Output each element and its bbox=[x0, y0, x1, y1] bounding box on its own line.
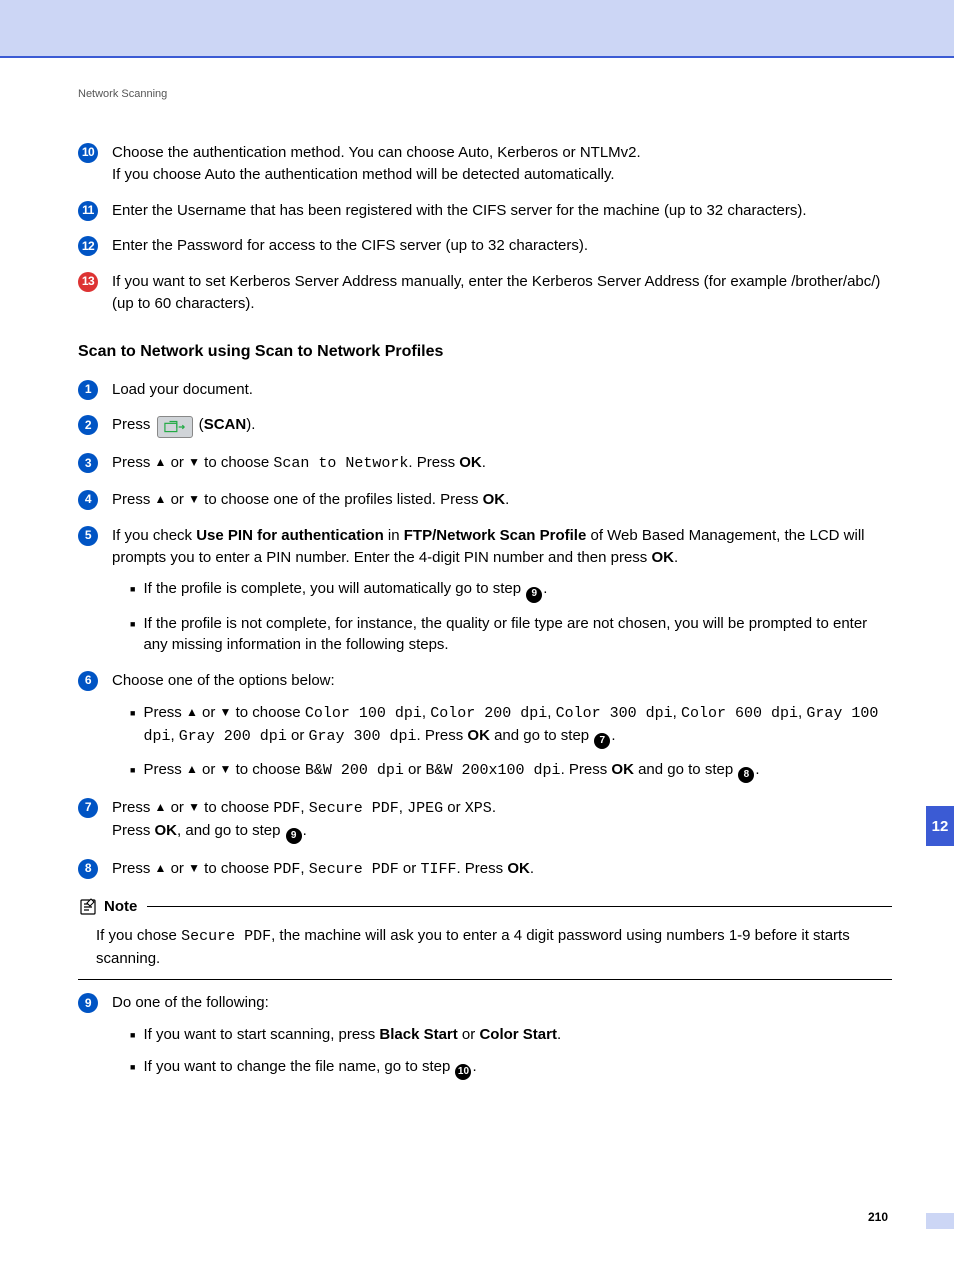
note-label: Note bbox=[104, 898, 137, 915]
step-body: Press (SCAN). bbox=[112, 414, 892, 438]
chapter-stub bbox=[926, 1213, 954, 1229]
note-body: If you chose Secure PDF, the machine wil… bbox=[96, 925, 892, 970]
step-6: 6 Choose one of the options below:Press … bbox=[78, 670, 892, 783]
step-9: 9 Do one of the following:If you want to… bbox=[78, 992, 892, 1080]
step-11: 11 Enter the Username that has been regi… bbox=[78, 200, 892, 222]
note-icon bbox=[78, 897, 98, 917]
step-body: Press ▲ or ▼ to choose PDF, Secure PDF, … bbox=[112, 797, 892, 844]
step-badge: 12 bbox=[78, 236, 98, 256]
step-badge: 4 bbox=[78, 490, 98, 510]
step-7: 7 Press ▲ or ▼ to choose PDF, Secure PDF… bbox=[78, 797, 892, 844]
step-body: Choose one of the options below:Press ▲ … bbox=[112, 670, 892, 783]
step-body: Enter the Username that has been registe… bbox=[112, 200, 892, 222]
main-steps: 1 Load your document. 2 Press (SCAN). 3 … bbox=[78, 379, 892, 881]
top-steps: 10 Choose the authentication method. You… bbox=[78, 142, 892, 315]
step-5: 5 If you check Use PIN for authenticatio… bbox=[78, 525, 892, 656]
step-1: 1 Load your document. bbox=[78, 379, 892, 401]
step-body: If you want to set Kerberos Server Addre… bbox=[112, 271, 892, 315]
bullet-item: Press ▲ or ▼ to choose Color 100 dpi, Co… bbox=[112, 702, 892, 749]
step-badge: 6 bbox=[78, 671, 98, 691]
bullet-item: Press ▲ or ▼ to choose B&W 200 dpi or B&… bbox=[112, 759, 892, 783]
step-badge: 2 bbox=[78, 415, 98, 435]
step-10: 10 Choose the authentication method. You… bbox=[78, 142, 892, 186]
step-body: If you check Use PIN for authentication … bbox=[112, 525, 892, 656]
step-badge: 13 bbox=[78, 272, 98, 292]
note-block: Note If you chose Secure PDF, the machin… bbox=[78, 897, 892, 981]
step-body: Enter the Password for access to the CIF… bbox=[112, 235, 892, 257]
section-heading: Scan to Network using Scan to Network Pr… bbox=[78, 343, 892, 361]
step-badge: 7 bbox=[78, 798, 98, 818]
bullet-item: If the profile is not complete, for inst… bbox=[112, 613, 892, 657]
header-bar bbox=[0, 0, 954, 58]
step-badge: 1 bbox=[78, 380, 98, 400]
step-body: Press ▲ or ▼ to choose PDF, Secure PDF o… bbox=[112, 858, 892, 881]
step-body: Press ▲ or ▼ to choose Scan to Network. … bbox=[112, 452, 892, 475]
page-content: 12 Network Scanning 10 Choose the authen… bbox=[0, 58, 954, 1264]
step-body: Press ▲ or ▼ to choose one of the profil… bbox=[112, 489, 892, 511]
bullet-item: If you want to change the file name, go … bbox=[112, 1056, 892, 1080]
step-9: 9 Do one of the following:If you want to… bbox=[78, 992, 892, 1080]
step-badge: 5 bbox=[78, 526, 98, 546]
step-badge: 3 bbox=[78, 453, 98, 473]
step-3: 3 Press ▲ or ▼ to choose Scan to Network… bbox=[78, 452, 892, 475]
step-badge: 9 bbox=[78, 993, 98, 1013]
step-12: 12 Enter the Password for access to the … bbox=[78, 235, 892, 257]
running-head: Network Scanning bbox=[78, 88, 892, 100]
page-number: 210 bbox=[78, 1210, 892, 1224]
step-2: 2 Press (SCAN). bbox=[78, 414, 892, 438]
chapter-tab: 12 bbox=[926, 806, 954, 846]
step-badge: 10 bbox=[78, 143, 98, 163]
step-badge: 8 bbox=[78, 859, 98, 879]
step-body: Choose the authentication method. You ca… bbox=[112, 142, 892, 186]
step-body: Load your document. bbox=[112, 379, 892, 401]
bullet-item: If the profile is complete, you will aut… bbox=[112, 578, 892, 602]
step-badge: 11 bbox=[78, 201, 98, 221]
step-body: Do one of the following:If you want to s… bbox=[112, 992, 892, 1080]
step-4: 4 Press ▲ or ▼ to choose one of the prof… bbox=[78, 489, 892, 511]
bullet-item: If you want to start scanning, press Bla… bbox=[112, 1024, 892, 1046]
step-13: 13 If you want to set Kerberos Server Ad… bbox=[78, 271, 892, 315]
step-8: 8 Press ▲ or ▼ to choose PDF, Secure PDF… bbox=[78, 858, 892, 881]
